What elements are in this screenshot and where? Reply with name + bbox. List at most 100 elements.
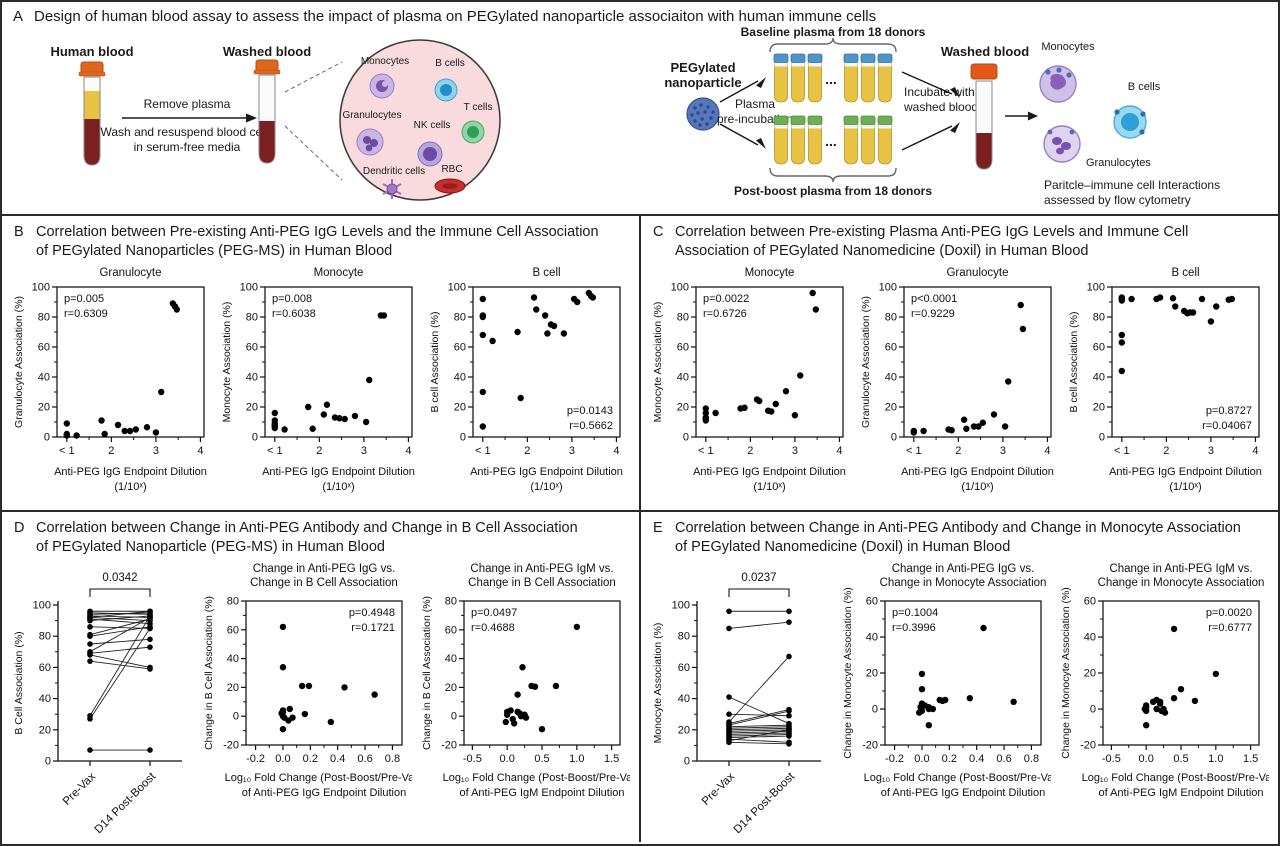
svg-text:20: 20 [866, 668, 878, 680]
svg-text:0.5: 0.5 [534, 753, 549, 765]
svg-text:2: 2 [747, 445, 753, 457]
blood-cells-circle: Monocytes B cells Granulocytes NK cells … [339, 39, 501, 201]
svg-text:Anti-PEG IgG Endpoint Dilution: Anti-PEG IgG Endpoint Dilution [901, 466, 1054, 478]
svg-text:80: 80 [678, 631, 690, 643]
svg-text:Monocyte: Monocyte [314, 267, 364, 279]
panel-d-title: D Correlation between Change in Anti-PEG… [2, 512, 639, 557]
svg-text:100: 100 [671, 282, 689, 294]
chart-c-granulocyte: < 1 2 3 4 0 20 40 60 80 100 Granulocyte p<0.0001 r=0… [857, 263, 1061, 501]
svg-text:80: 80 [227, 596, 239, 608]
svg-text:80: 80 [454, 312, 466, 324]
incubate-label-line2: washed blood [903, 100, 978, 114]
svg-text:(1/10ˣ): (1/10ˣ) [753, 481, 785, 493]
svg-text:Change in Anti-PEG IgG vs.: Change in Anti-PEG IgG vs. [253, 563, 396, 575]
svg-text:20: 20 [1093, 402, 1105, 414]
svg-text:of Anti-PEG IgG Endpoint Dilut: of Anti-PEG IgG Endpoint Dilution [881, 787, 1045, 799]
rbc-label: RBC [441, 164, 462, 175]
svg-text:Granulocyte: Granulocyte [946, 267, 1008, 279]
svg-text:(1/10ˣ): (1/10ˣ) [114, 481, 146, 493]
nanoparticle-label-line1: PEGylated [670, 60, 735, 75]
svg-text:0: 0 [684, 756, 690, 768]
granulocytes-label: Granulocytes [343, 110, 402, 121]
svg-text:Granulocyte Association (%): Granulocyte Association (%) [860, 296, 872, 428]
svg-text:p=0.005: p=0.005 [64, 293, 104, 305]
svg-text:0.6: 0.6 [357, 753, 372, 765]
remove-plasma-arrow-icon [122, 113, 257, 123]
svg-text:2: 2 [955, 445, 961, 457]
svg-text:0.0: 0.0 [275, 753, 290, 765]
preincubation-arrow-top-icon [719, 77, 766, 103]
svg-text:< 1: < 1 [906, 445, 922, 457]
svg-text:60: 60 [866, 596, 878, 608]
svg-text:r=0.6309: r=0.6309 [64, 308, 108, 320]
svg-text:r=0.3996: r=0.3996 [892, 622, 936, 634]
postboost-plasma-label: Post-boost plasma from 18 donors [734, 184, 932, 198]
chart-svg-c-granulocyte: < 1 2 3 4020406080100Granulocytep<0.0001r=0… [860, 267, 1054, 493]
svg-text:B cell: B cell [1171, 267, 1199, 279]
svg-text:Monocyte Association (%): Monocyte Association (%) [221, 302, 233, 423]
svg-text:40: 40 [39, 693, 51, 705]
panel-b: B Correlation between Pre-existing Anti-… [2, 216, 641, 510]
svg-text:(1/10ˣ): (1/10ˣ) [1169, 481, 1201, 493]
svg-text:< 1: < 1 [1114, 445, 1130, 457]
svg-text:0.5: 0.5 [1173, 753, 1188, 765]
svg-text:Log₁₀ Fold Change (Post-Boost/: Log₁₀ Fold Change (Post-Boost/Pre-Vax) [864, 772, 1051, 784]
wash-note-line2: in serum-free media [134, 140, 241, 154]
svg-text:of Anti-PEG IgG Endpoint Dilut: of Anti-PEG IgG Endpoint Dilution [242, 787, 406, 799]
svg-text:60: 60 [38, 342, 50, 354]
chart-b-monocyte: < 1 2 3 4 0 20 40 60 80 100 Monocyte p=0.008 r=0.603… [218, 263, 422, 501]
svg-text:80: 80 [38, 312, 50, 324]
svg-text:20: 20 [38, 402, 50, 414]
svg-text:1.5: 1.5 [604, 753, 619, 765]
chart-svg-b-monocyte: < 1 2 3 4020406080100Monocytep=0.008r=0.603… [221, 267, 415, 493]
svg-text:Pre-Vax: Pre-Vax [61, 771, 98, 808]
svg-text:r=0.1721: r=0.1721 [351, 622, 395, 634]
svg-text:40: 40 [246, 372, 258, 384]
washed-blood-label-right: Washed blood [941, 44, 1029, 59]
svg-text:1.0: 1.0 [569, 753, 584, 765]
monocyte-cell-icon [369, 73, 395, 99]
rbc-icon [434, 178, 466, 194]
svg-text:20: 20 [678, 725, 690, 737]
svg-text:0: 0 [233, 711, 239, 723]
washed-blood-label: Washed blood [223, 44, 311, 59]
svg-text:-20: -20 [1080, 740, 1096, 752]
svg-text:4: 4 [613, 445, 619, 457]
svg-text:0: 0 [451, 711, 457, 723]
chart-d-igg: -0.2 0.0 0.2 0.4 0.6 0.8 -20 0 20 40 60 80 Change in… [200, 559, 412, 807]
svg-text:r=0.9229: r=0.9229 [911, 308, 955, 320]
panel-a-title-text: Design of human blood assay to assess th… [34, 8, 877, 25]
svg-text:p=0.4948: p=0.4948 [349, 607, 395, 619]
svg-text:1.5: 1.5 [1243, 753, 1258, 765]
svg-text:Granulocyte Association (%): Granulocyte Association (%) [13, 296, 25, 428]
svg-text:r=0.5662: r=0.5662 [569, 420, 613, 432]
svg-text:Log₁₀ Fold Change (Post-Boost/: Log₁₀ Fold Change (Post-Boost/Pre-Vax) [1082, 772, 1269, 784]
svg-text:0: 0 [1099, 432, 1105, 444]
chart-e-igg: -0.2 0.0 0.2 0.4 0.6 0.8 -20 0 20 40 60 Change in A… [839, 559, 1051, 807]
panel-c-title: C Correlation between Pre-existing Plasm… [641, 216, 1278, 261]
panel-a-letter: A [13, 8, 24, 25]
svg-text:0.0: 0.0 [500, 753, 515, 765]
right-monocytes-label: Monocytes [1041, 41, 1095, 53]
svg-text:p=0.1004: p=0.1004 [892, 607, 938, 619]
right-granulocyte-icon [1043, 125, 1081, 163]
svg-text:0.0: 0.0 [1139, 753, 1154, 765]
divider-a-bc [2, 214, 1278, 216]
svg-text:0.2: 0.2 [942, 753, 957, 765]
svg-text:0.0237: 0.0237 [741, 572, 776, 584]
panel-a-title: A Design of human blood assay to assess … [2, 2, 1278, 25]
svg-text:0.4: 0.4 [969, 753, 984, 765]
svg-text:Granulocyte: Granulocyte [99, 267, 161, 279]
svg-text:Change in Monocyte Association: Change in Monocyte Association [880, 577, 1047, 589]
panel-e-title: E Correlation between Change in Anti-PEG… [641, 512, 1278, 557]
svg-text:Change in Anti-PEG IgM vs.: Change in Anti-PEG IgM vs. [470, 563, 613, 575]
svg-text:0: 0 [252, 432, 258, 444]
svg-text:4: 4 [197, 445, 203, 457]
panel-c-title-line2: Association of PEGylated Nanomedicine (D… [675, 243, 1089, 260]
svg-text:40: 40 [227, 653, 239, 665]
chart-d-paired: 0 20 40 60 80 100 0.0342 Pre-Vax D14 Post-Boost B… [10, 559, 194, 839]
svg-text:20: 20 [1084, 668, 1096, 680]
svg-text:100: 100 [32, 282, 50, 294]
